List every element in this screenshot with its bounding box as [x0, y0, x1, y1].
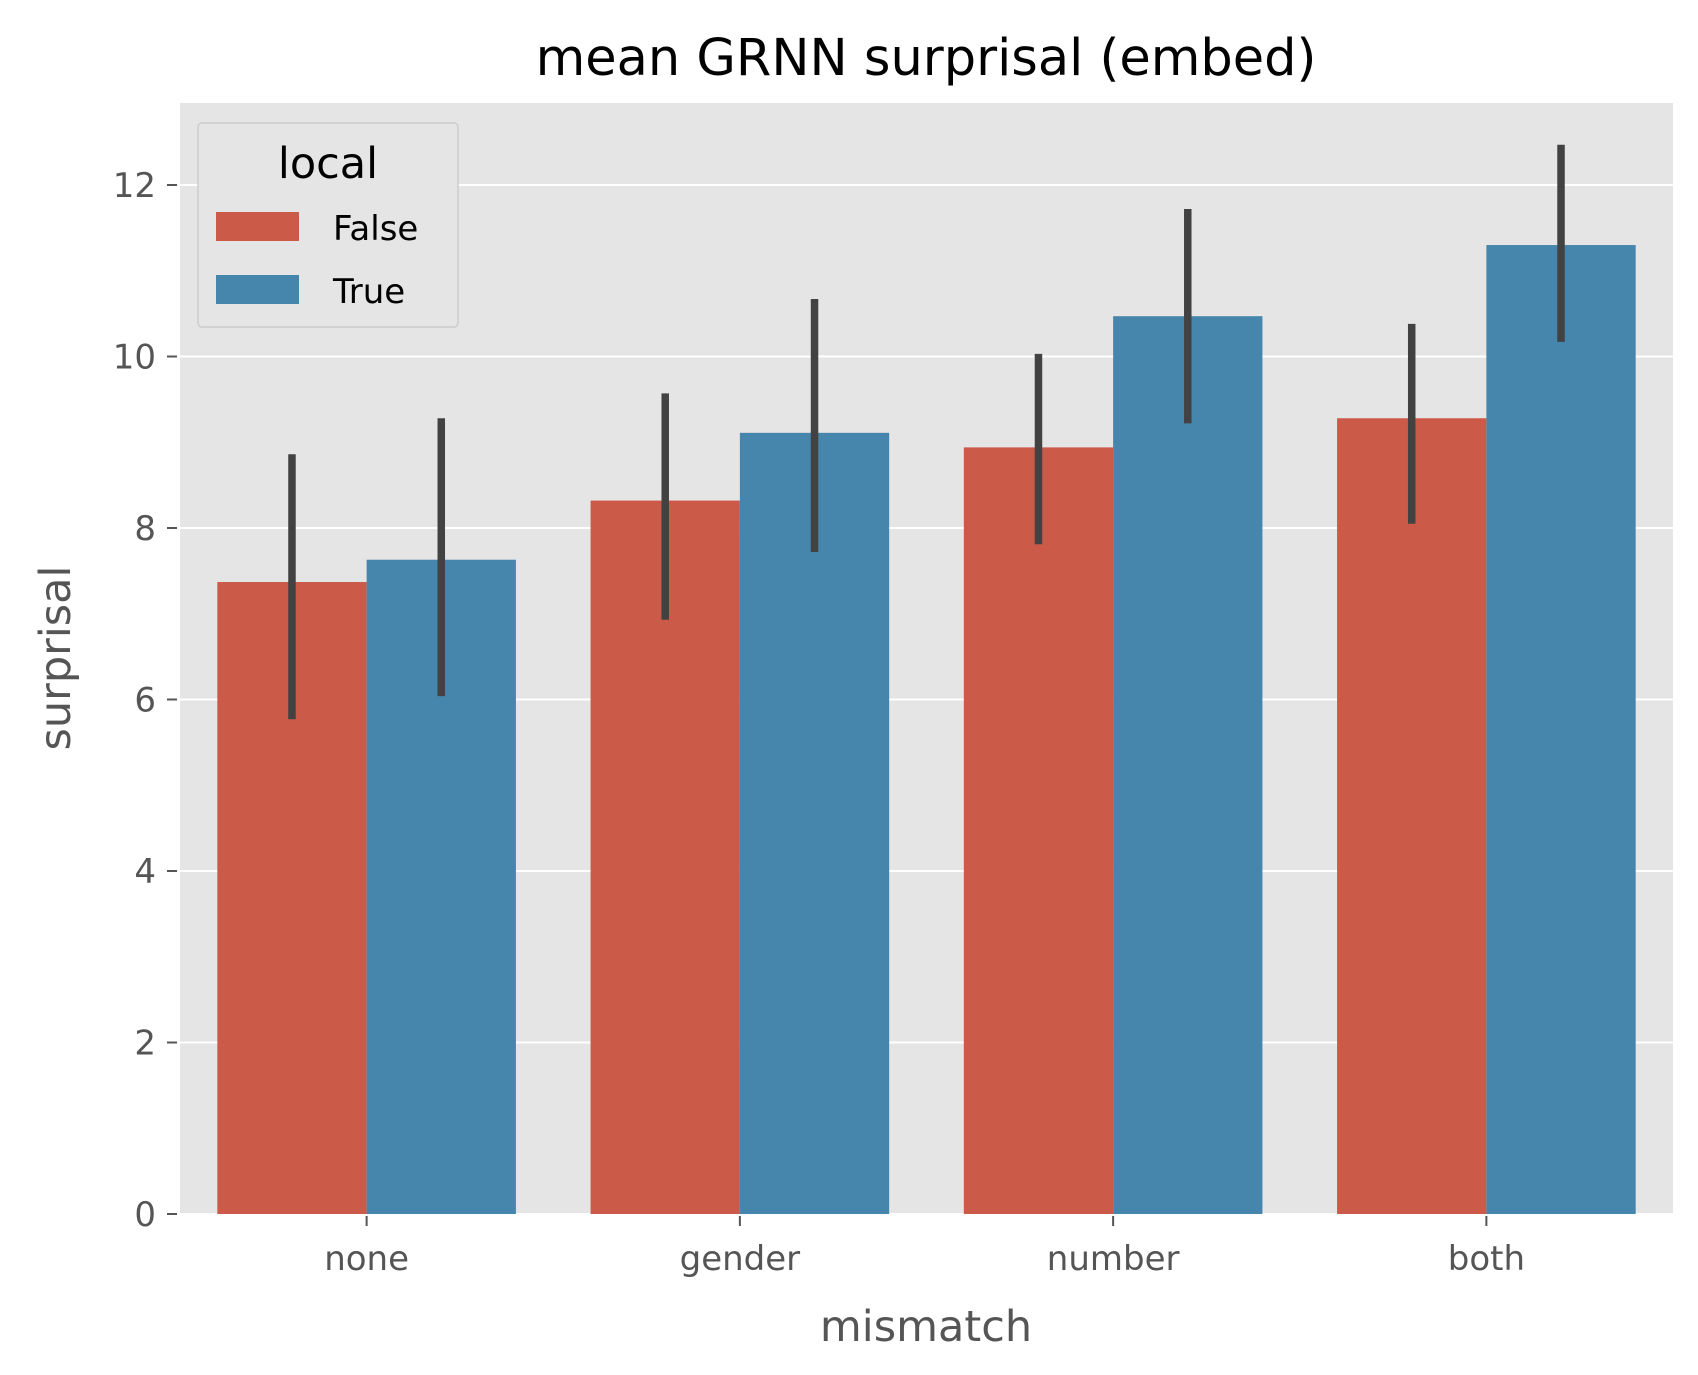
bar-false: [1337, 418, 1487, 1214]
y-tick-label: 12: [113, 166, 156, 206]
bar-true: [739, 432, 890, 1214]
y-tick-label: 6: [134, 681, 156, 721]
error-bars-group: [288, 144, 1565, 720]
y-tick-label: 10: [113, 338, 156, 378]
legend-title: local: [278, 139, 378, 189]
x-axis: none gender number both: [324, 1216, 1525, 1279]
bar-true: [1113, 316, 1263, 1214]
y-tick-label: 0: [134, 1195, 156, 1235]
chart-title: mean GRNN surprisal (embed): [536, 29, 1317, 88]
y-axis: 0 2 4 6 8 10 12: [113, 166, 177, 1235]
x-tick-label: gender: [680, 1239, 801, 1279]
bar-false: [963, 447, 1114, 1214]
x-tick-label: both: [1448, 1239, 1525, 1279]
x-tick-label: number: [1047, 1239, 1180, 1279]
legend-label-false: False: [333, 209, 418, 249]
x-axis-title: mismatch: [820, 1302, 1032, 1352]
legend-swatch-true: [216, 275, 299, 304]
y-axis-title: surprisal: [31, 566, 81, 751]
x-tick-label: none: [324, 1239, 409, 1279]
y-tick-label: 8: [134, 509, 156, 549]
y-tick-label: 4: [134, 852, 156, 892]
legend-label-true: True: [332, 272, 405, 312]
bars-group: [217, 245, 1636, 1214]
bar-true: [1486, 245, 1636, 1214]
y-tick-label: 2: [134, 1024, 156, 1064]
legend-swatch-false: [216, 212, 299, 241]
legend: local False True: [197, 122, 459, 328]
